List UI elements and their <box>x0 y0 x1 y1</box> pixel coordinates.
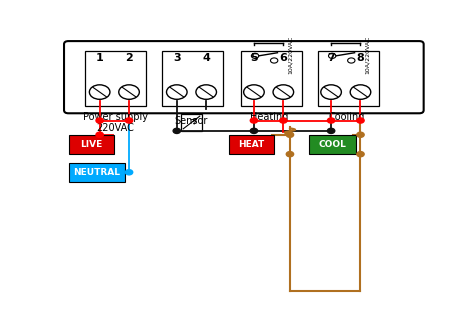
Text: 2: 2 <box>125 53 133 64</box>
Text: Cooling: Cooling <box>328 112 365 122</box>
Bar <box>318 51 379 106</box>
Bar <box>241 51 301 106</box>
Circle shape <box>357 132 364 137</box>
Text: COOL: COOL <box>319 140 347 149</box>
Circle shape <box>286 152 293 157</box>
Text: 4: 4 <box>202 53 210 64</box>
Text: Sensor: Sensor <box>175 116 208 126</box>
Text: HEAT: HEAT <box>238 140 264 149</box>
Text: LIVE: LIVE <box>80 140 102 149</box>
FancyBboxPatch shape <box>64 41 424 113</box>
Text: 8: 8 <box>356 53 365 64</box>
Text: 5: 5 <box>250 53 258 64</box>
Text: NEUTRAL: NEUTRAL <box>73 168 120 177</box>
Bar <box>85 51 146 106</box>
Circle shape <box>125 118 133 123</box>
Circle shape <box>173 128 181 133</box>
Text: 10A/220VAC: 10A/220VAC <box>287 35 292 74</box>
Circle shape <box>96 132 103 137</box>
Text: 10A/220VAC: 10A/220VAC <box>365 35 370 74</box>
Circle shape <box>357 118 364 123</box>
Circle shape <box>328 128 335 133</box>
Text: Heating: Heating <box>250 112 289 122</box>
Text: 6: 6 <box>279 53 287 64</box>
Circle shape <box>286 132 293 137</box>
Circle shape <box>250 118 258 123</box>
FancyBboxPatch shape <box>310 135 356 154</box>
Circle shape <box>280 118 287 123</box>
Circle shape <box>357 152 364 157</box>
Circle shape <box>250 128 258 133</box>
Bar <box>162 51 223 106</box>
Text: 3: 3 <box>173 53 181 64</box>
Text: 1: 1 <box>96 53 103 64</box>
Circle shape <box>125 170 133 175</box>
FancyBboxPatch shape <box>69 164 125 182</box>
FancyBboxPatch shape <box>69 135 114 154</box>
FancyBboxPatch shape <box>228 135 274 154</box>
Bar <box>182 114 201 131</box>
Text: 7: 7 <box>327 53 335 64</box>
Text: Power supply
220VAC: Power supply 220VAC <box>82 112 147 133</box>
Circle shape <box>328 118 335 123</box>
Circle shape <box>96 118 103 123</box>
